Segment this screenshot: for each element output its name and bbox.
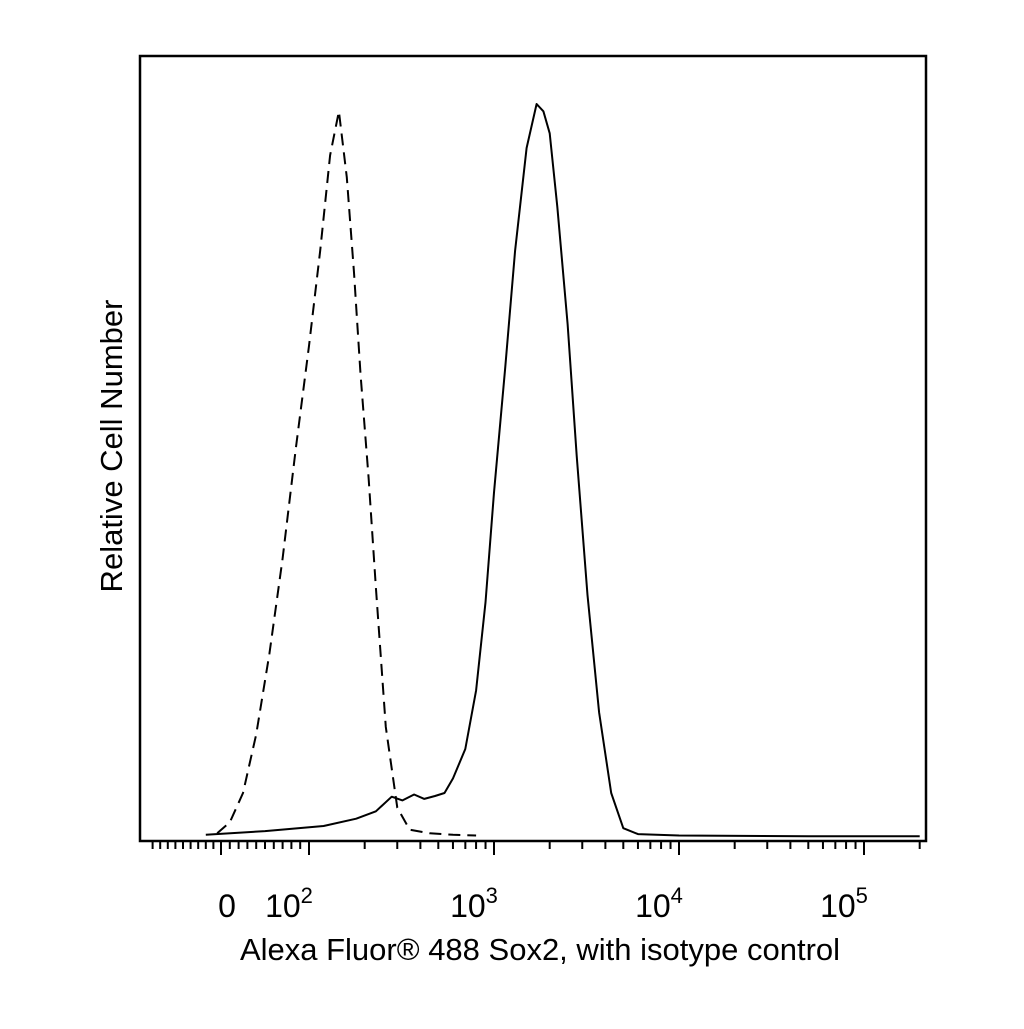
plot-frame [138, 54, 928, 843]
y-axis-label: Relative Cell Number [94, 300, 129, 593]
x-axis-label: Alexa Fluor® 488 Sox2, with isotype cont… [240, 932, 840, 967]
x-tick-label: 104 [635, 883, 683, 924]
x-tick-label: 102 [265, 883, 313, 924]
series-line-solid [205, 103, 920, 838]
x-tick-label: 103 [450, 883, 498, 924]
series-line-dashed [216, 110, 477, 837]
x-axis-ticks [151, 841, 921, 855]
series-layer [205, 103, 920, 838]
x-tick-label: 105 [820, 883, 868, 924]
x-tick-labels: 0 102 103 104 105 [218, 883, 868, 924]
x-tick-label: 0 [218, 888, 236, 924]
